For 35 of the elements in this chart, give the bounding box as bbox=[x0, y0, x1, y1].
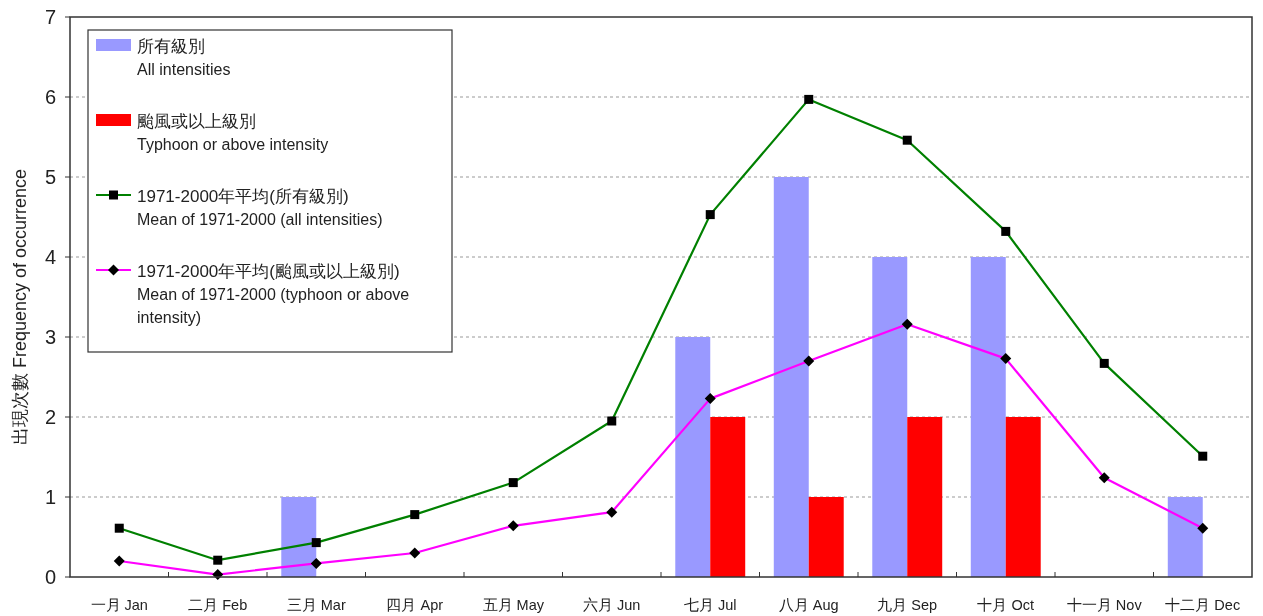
x-tick-label: 九月 Sep bbox=[877, 597, 938, 613]
x-tick-label: 七月 Jul bbox=[683, 597, 737, 613]
bar bbox=[710, 417, 746, 577]
x-tick-label: 十一月 Nov bbox=[1066, 597, 1143, 613]
legend-label: 所有級別 All intensities bbox=[137, 37, 231, 78]
x-tick-label: 五月 May bbox=[482, 597, 545, 613]
x-tick-label: 四月 Apr bbox=[386, 597, 444, 613]
bar bbox=[970, 257, 1006, 577]
y-tick-label: 4 bbox=[44, 246, 56, 268]
y-tick-label: 6 bbox=[44, 86, 56, 108]
legend-label: 1971-2000年平均(所有級別) Mean of 1971-2000 (all intensities) bbox=[137, 187, 383, 228]
bar bbox=[675, 337, 711, 577]
legend-label: 颱風或以上級別 Typhoon or above intensity bbox=[137, 112, 329, 153]
x-tick-label: 一月 Jan bbox=[90, 597, 148, 613]
bar bbox=[1005, 417, 1041, 577]
y-tick-label: 0 bbox=[44, 566, 56, 588]
bar bbox=[773, 177, 809, 577]
bar bbox=[281, 497, 317, 577]
bar bbox=[872, 257, 908, 577]
y-axis-title: 出現次數 Frequency of occurrence bbox=[10, 168, 30, 446]
x-tick-label: 八月 Aug bbox=[778, 597, 839, 613]
y-tick-label: 3 bbox=[44, 326, 56, 348]
y-tick-label: 1 bbox=[44, 486, 56, 508]
x-tick-label: 二月 Feb bbox=[188, 597, 248, 613]
x-tick-label: 六月 Jun bbox=[583, 597, 641, 613]
x-tick-label: 十月 Oct bbox=[977, 597, 1035, 613]
x-tick-label: 十二月 Dec bbox=[1165, 597, 1241, 613]
y-tick-label: 7 bbox=[44, 6, 56, 28]
x-tick-label: 三月 Mar bbox=[286, 597, 346, 613]
y-tick-label: 2 bbox=[44, 406, 56, 428]
legend-label: 1971-2000年平均(颱風或以上級別) Mean of 1971-2000 (typhoon or above intensity) bbox=[137, 262, 410, 326]
bar bbox=[1167, 497, 1203, 577]
bar bbox=[808, 497, 844, 577]
bar bbox=[907, 417, 943, 577]
y-tick-label: 5 bbox=[44, 166, 56, 188]
